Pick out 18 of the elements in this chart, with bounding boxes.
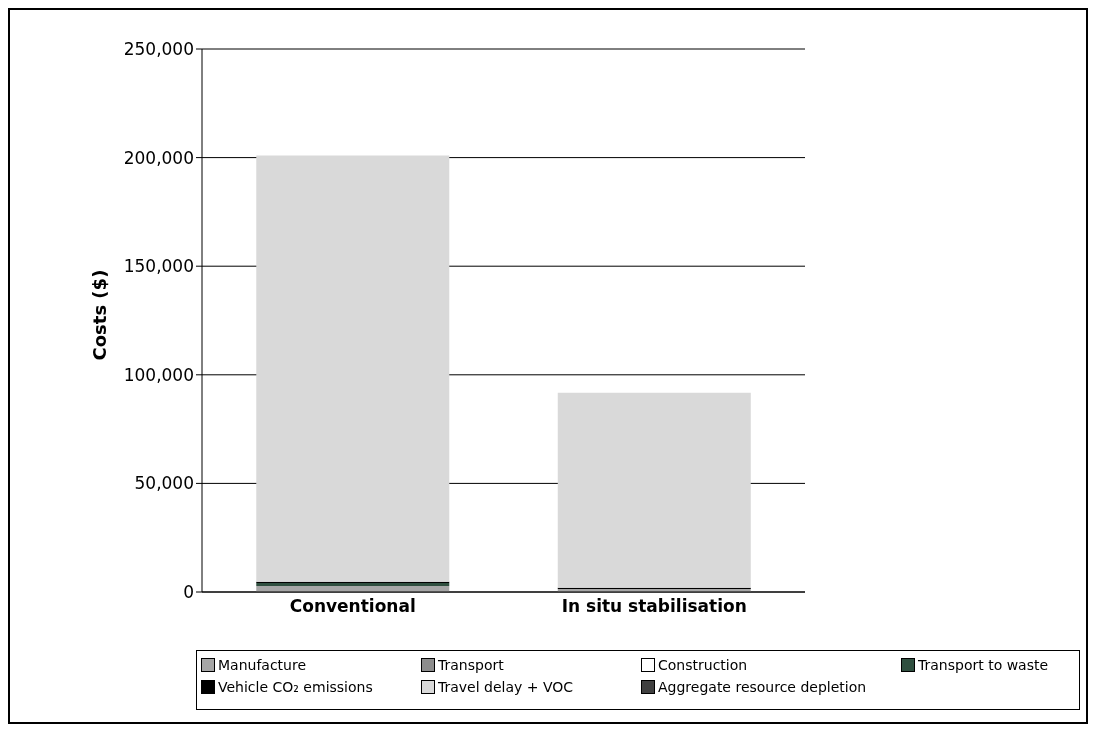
y-tick-label: 200,000 bbox=[123, 147, 194, 168]
bar bbox=[256, 155, 450, 582]
legend-label: Manufacture bbox=[218, 657, 307, 673]
legend-label: Construction bbox=[658, 657, 748, 673]
legend-label: Aggregate resource depletion bbox=[658, 679, 867, 695]
x-tick-label: Conventional bbox=[289, 596, 416, 617]
y-tick-label: 150,000 bbox=[123, 256, 194, 277]
y-tick-label: 100,000 bbox=[123, 364, 194, 385]
x-tick-label: In situ stabilisation bbox=[561, 596, 747, 617]
y-axis-title: Costs ($) bbox=[89, 269, 111, 361]
legend-label: Vehicle CO₂ emissions bbox=[218, 679, 373, 695]
y-tick-label: 250,000 bbox=[123, 39, 194, 60]
y-tick-label: 0 bbox=[183, 582, 194, 603]
bar bbox=[557, 392, 751, 588]
legend-label: Transport bbox=[438, 657, 504, 673]
legend-label: Travel delay + VOC bbox=[438, 679, 574, 695]
y-tick-label: 50,000 bbox=[134, 473, 194, 494]
legend-label: Transport to waste bbox=[918, 657, 1049, 673]
